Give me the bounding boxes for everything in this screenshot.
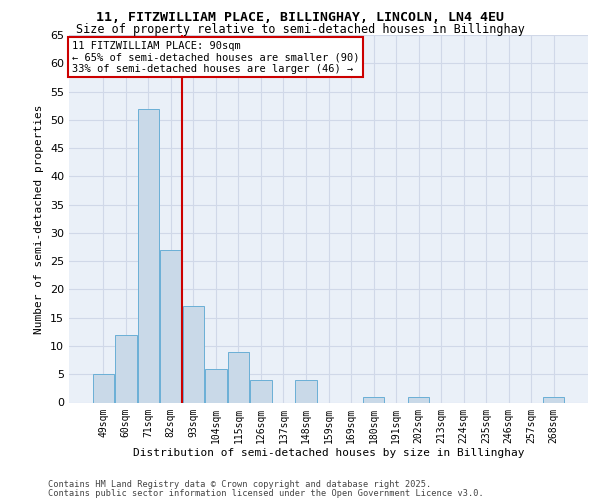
Y-axis label: Number of semi-detached properties: Number of semi-detached properties [34, 104, 44, 334]
Bar [363, 397, 384, 402]
Bar [543, 397, 565, 402]
Bar [115, 334, 137, 402]
Bar [228, 352, 249, 403]
Text: Size of property relative to semi-detached houses in Billinghay: Size of property relative to semi-detach… [76, 22, 524, 36]
Text: Contains HM Land Registry data © Crown copyright and database right 2025.: Contains HM Land Registry data © Crown c… [48, 480, 431, 489]
Bar [160, 250, 182, 402]
X-axis label: Distribution of semi-detached houses by size in Billinghay: Distribution of semi-detached houses by … [133, 448, 524, 458]
Bar [408, 397, 429, 402]
Bar [250, 380, 272, 402]
Text: 11, FITZWILLIAM PLACE, BILLINGHAY, LINCOLN, LN4 4EU: 11, FITZWILLIAM PLACE, BILLINGHAY, LINCO… [96, 11, 504, 24]
Bar [205, 368, 227, 402]
Bar [295, 380, 317, 402]
Bar [92, 374, 114, 402]
Text: 11 FITZWILLIAM PLACE: 90sqm
← 65% of semi-detached houses are smaller (90)
33% o: 11 FITZWILLIAM PLACE: 90sqm ← 65% of sem… [71, 40, 359, 74]
Text: Contains public sector information licensed under the Open Government Licence v3: Contains public sector information licen… [48, 488, 484, 498]
Bar [137, 108, 159, 403]
Bar [182, 306, 204, 402]
